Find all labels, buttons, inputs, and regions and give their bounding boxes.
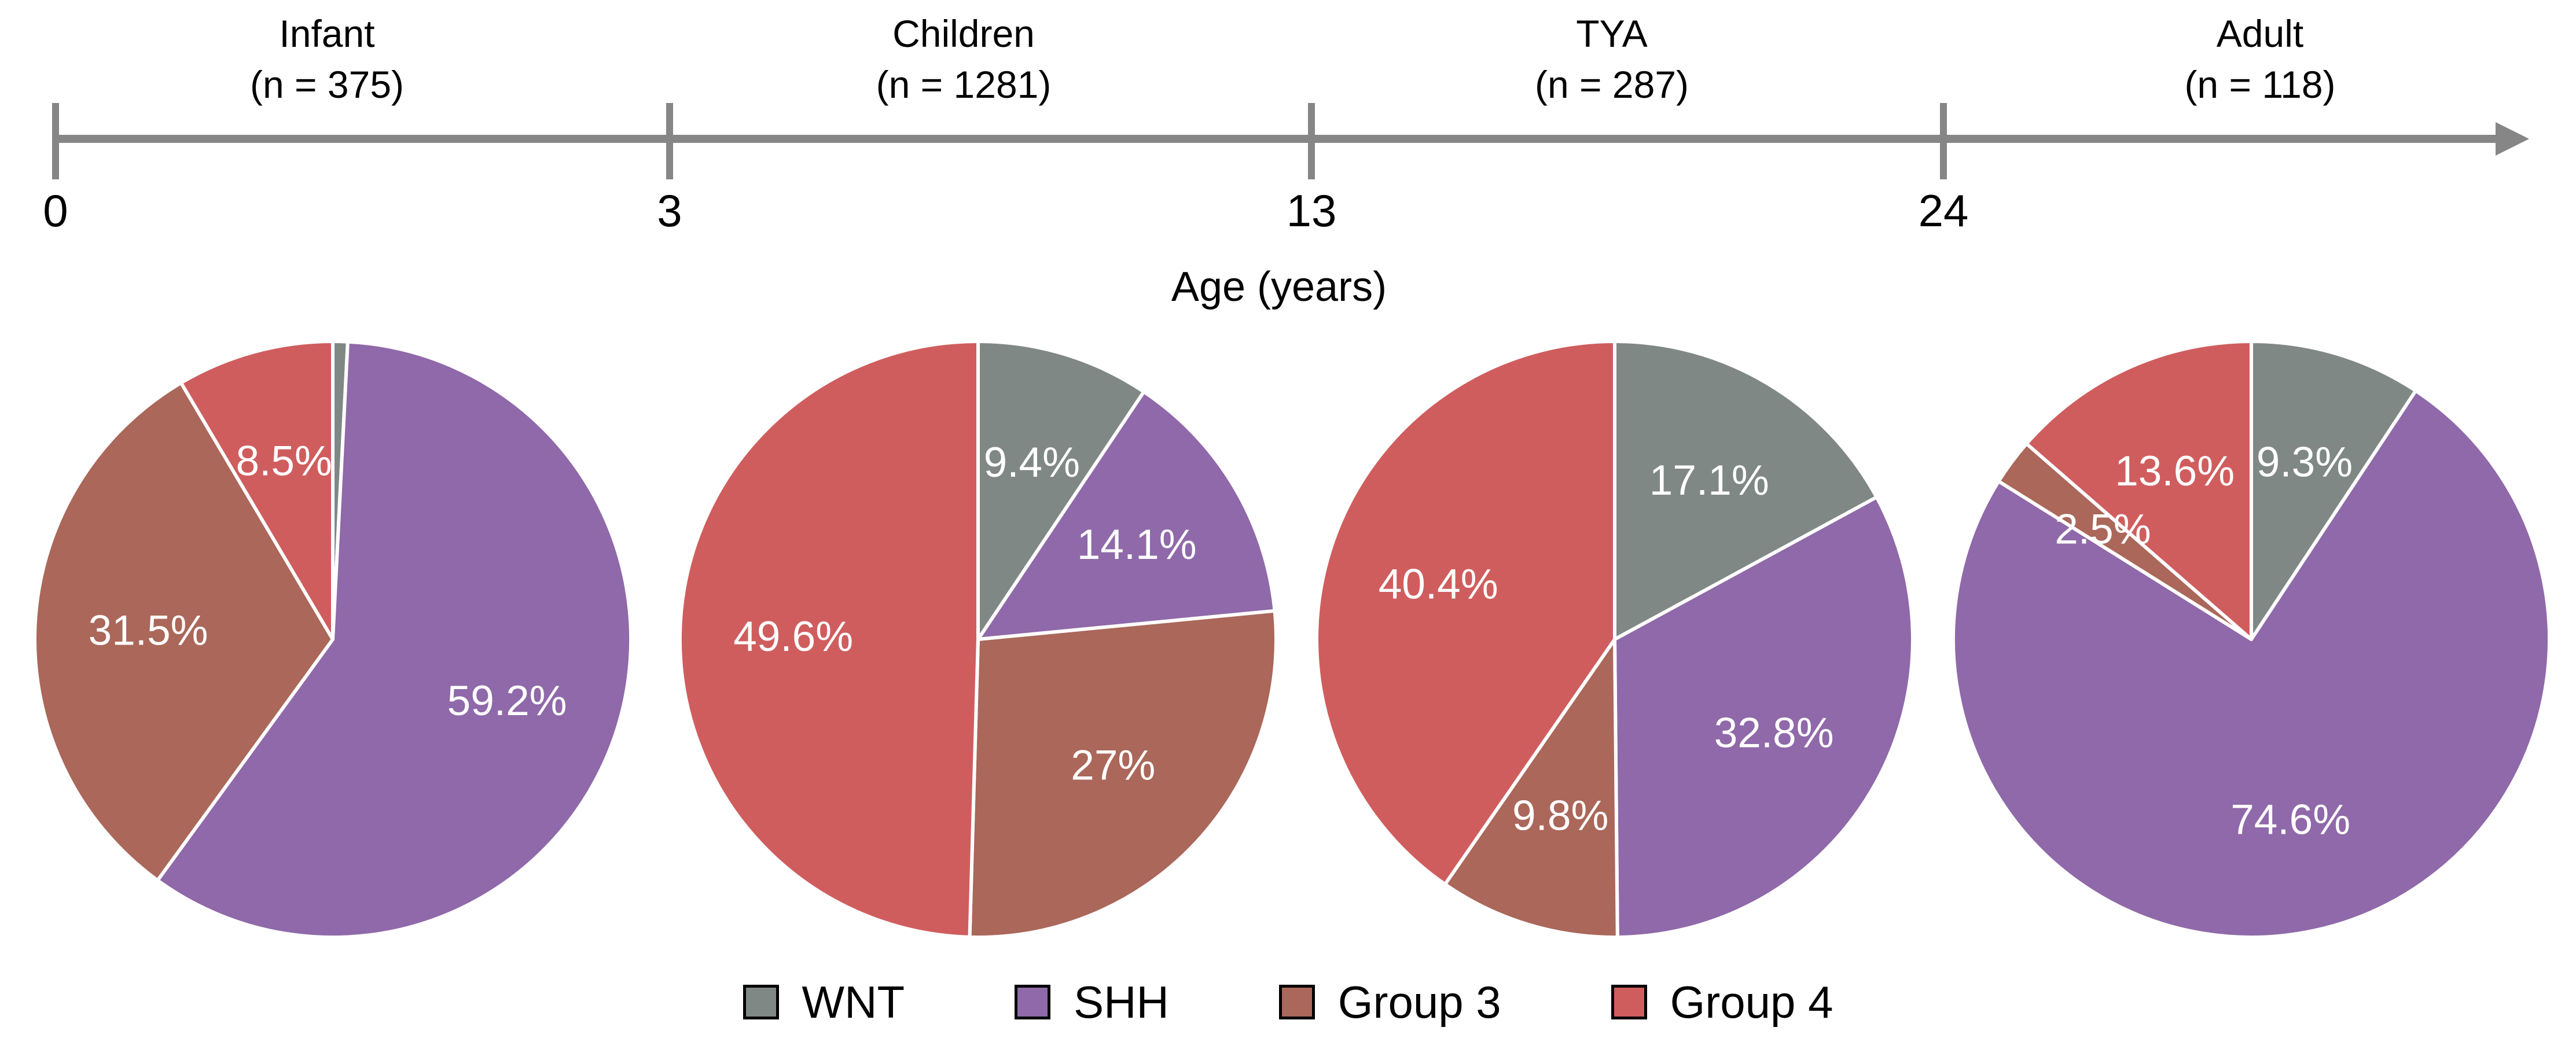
age-group-label-children: Children (n = 1281) <box>703 8 1224 111</box>
timeline-arrowhead-icon <box>2496 122 2529 156</box>
age-group-name: Infant <box>279 12 375 55</box>
legend-label: WNT <box>802 977 905 1028</box>
timeline-tick-label: 3 <box>657 185 682 236</box>
pie-percent-label: 9.3% <box>2257 439 2353 486</box>
age-group-count: (n = 118) <box>2184 63 2336 106</box>
timeline-tick-label: 13 <box>1286 185 1337 236</box>
pie-slice-wnt <box>2250 340 2418 641</box>
pie-percent-label: 32.8% <box>1714 710 1834 757</box>
pie-percent-label: 27% <box>1071 742 1155 789</box>
legend-swatch-group3 <box>1278 985 1315 1019</box>
timeline-tick-label: 0 <box>43 185 68 236</box>
legend-label: Group 4 <box>1670 977 1833 1028</box>
pie-slice-wnt <box>976 340 1146 641</box>
timeline-tick-0 <box>52 103 59 179</box>
pie-percent-label: 59.2% <box>447 678 567 724</box>
pie-percent-label: 2.5% <box>2055 506 2151 553</box>
age-group-count: (n = 1281) <box>876 63 1052 106</box>
pie-slice-group-4 <box>2024 340 2253 641</box>
pie-percent-label: 9.4% <box>984 439 1080 486</box>
legend-item-wnt: WNT <box>743 980 905 1025</box>
legend-swatch-wnt <box>743 985 779 1019</box>
pie-slice-shh <box>156 340 633 940</box>
pie-chart-adult: 9.3% 74.6% 2.5% 13.6% <box>1952 340 2551 939</box>
pie-percent-label: 17.1% <box>1649 457 1769 504</box>
pie-slice-wnt <box>1613 340 1879 641</box>
timeline-tick-3 <box>666 103 673 179</box>
timeline-tick-label: 24 <box>1918 185 1969 236</box>
pie-percent-label: 9.8% <box>1512 793 1608 840</box>
legend-label: Group 3 <box>1337 977 1501 1028</box>
legend-label: SHH <box>1074 977 1169 1028</box>
pie-percent-label: 8.5% <box>236 438 332 485</box>
pie-slice-shh <box>976 390 1277 641</box>
age-group-label-tya: TYA (n = 287) <box>1351 8 1872 111</box>
timeline-tick-24 <box>1940 103 1947 179</box>
age-group-label-infant: Infant (n = 375) <box>67 8 587 111</box>
pie-percent-label: 74.6% <box>2230 797 2350 844</box>
pie-percent-label: 13.6% <box>2115 448 2235 495</box>
pie-slice-shh <box>1952 389 2551 939</box>
pie-slice-group-4 <box>678 340 980 939</box>
age-group-label-adult: Adult (n = 118) <box>2000 8 2520 111</box>
age-group-count: (n = 287) <box>1535 63 1689 106</box>
pie-percent-label: 49.6% <box>733 613 853 660</box>
pie-percent-label: 40.4% <box>1379 561 1498 608</box>
pie-slice-group-3 <box>33 381 335 882</box>
legend-item-group4: Group 4 <box>1611 980 1833 1025</box>
age-group-name: Children <box>892 12 1035 55</box>
legend-swatch-group4 <box>1611 985 1647 1019</box>
pie-percent-label: 31.5% <box>89 608 208 654</box>
pie-chart-children: 9.4% 14.1% 27% 49.6% <box>678 340 1278 939</box>
age-group-count: (n = 375) <box>250 63 404 106</box>
pie-slice-group-3 <box>968 609 1278 939</box>
pie-slice-shh <box>1613 495 1914 939</box>
legend: WNT SHH Group 3 Group 4 <box>0 980 2576 1025</box>
pie-chart-infant: 59.2% 31.5% 8.5% <box>33 340 633 940</box>
age-group-name: TYA <box>1576 12 1648 55</box>
axis-title: Age (years) <box>1171 264 1387 310</box>
pie-chart-tya: 17.1% 32.8% 9.8% 40.4% <box>1315 340 1914 940</box>
legend-swatch-shh <box>1015 985 1051 1019</box>
timeline-tick-13 <box>1308 103 1315 179</box>
legend-item-group3: Group 3 <box>1278 977 1501 1028</box>
pie-slice-group-4 <box>1315 340 1616 886</box>
age-group-name: Adult <box>2216 12 2304 55</box>
legend-item-shh: SHH <box>1015 980 1169 1025</box>
pie-slice-group-3 <box>1443 638 1619 940</box>
pie-percent-label: 14.1% <box>1077 521 1197 568</box>
timeline-axis <box>56 135 2497 143</box>
pie-slice-group-4 <box>179 340 335 641</box>
